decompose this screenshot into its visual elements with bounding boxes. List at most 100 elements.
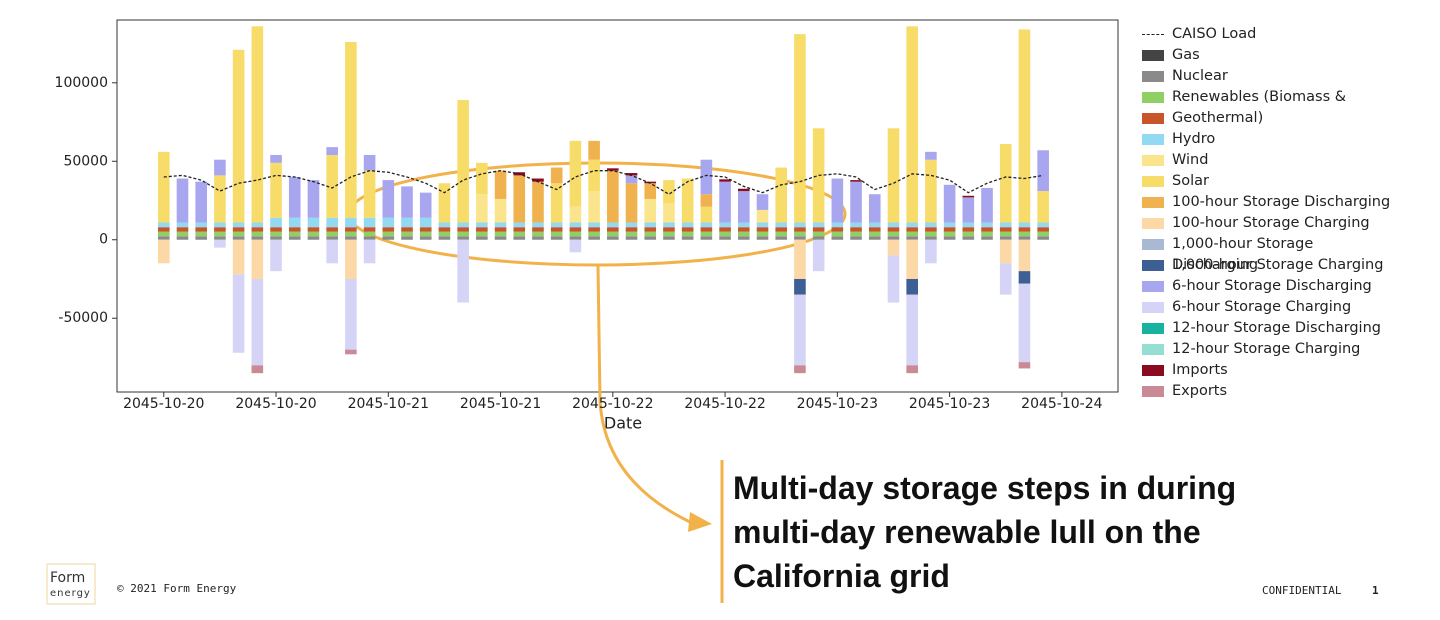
bar-segment [419,227,432,232]
x-tick-label: 2045-10-20 [235,396,316,412]
bar-segment [737,231,750,237]
bar-segment [532,231,544,237]
legend-swatch [1142,365,1164,376]
bar-segment [532,178,544,182]
bar-segment [363,154,376,171]
bar-segment [943,231,956,237]
bar-segment [625,236,638,240]
bar-segment [419,231,432,237]
bar-segment [906,236,918,240]
plot-frame [116,19,1119,393]
x-tick-label: 2045-10-22 [684,396,765,412]
bar-segment [588,159,600,192]
bar-segment [925,151,937,160]
legend-swatch [1142,239,1164,250]
bar-segment [607,222,619,228]
bar-segment [925,222,937,228]
bar-segment [363,231,376,237]
bar-segment [644,183,657,199]
bar-segment [700,159,713,195]
bar-segment [625,175,638,184]
bar-segment [906,365,918,374]
bar-segment [981,227,993,232]
bar-segment [457,239,469,303]
bar-segment [232,227,245,232]
bar-segment [925,159,937,223]
legend-swatch [1142,50,1164,61]
bar-segment [943,222,956,228]
bar-segment [157,227,170,232]
bar-segment [868,194,881,223]
legend-swatch [1142,176,1164,187]
bar-segment [700,222,713,228]
legend-swatch [1142,344,1164,355]
bar-segment [887,255,900,303]
bar-segment [550,227,563,232]
bar-segment [1018,362,1031,369]
bar-segment [775,222,788,228]
annotation: Multi-day storage steps in during multi-… [733,470,1237,594]
bar-segment [251,278,264,366]
y-tick-label: -50000 [58,310,108,326]
bar-segment [868,231,881,237]
x-tick-label: 2045-10-23 [909,396,990,412]
bar-segment [401,231,413,237]
bar-segment [457,100,469,223]
bar-segment [157,231,170,237]
bar-segment [494,236,507,240]
copyright: © 2021 Form Energy [117,582,237,595]
bar-segment [345,227,357,232]
bar-segment [756,231,769,237]
bar-segment [737,222,750,228]
bar-segment [214,159,226,176]
bar-segment [794,222,806,228]
bar-segment [457,231,469,237]
bar-segment [438,236,451,240]
bar-segment [737,236,750,240]
bar-segment [719,227,731,232]
bar-segment [794,236,806,240]
bar-segment [663,227,675,232]
bar-segment [812,239,825,272]
bar-segment [176,231,189,237]
bar-segment [644,231,657,237]
y-tick-label: 0 [99,232,108,248]
bar-segment [794,231,806,237]
bar-segment [943,227,956,232]
bar-segment [588,231,600,237]
bar-segment [251,365,264,374]
bar-segment [794,365,806,374]
bar-segment [700,206,713,223]
bar-segment [700,231,713,237]
y-tick-label: 100000 [55,75,108,91]
bar-segment [438,222,451,228]
bar-segment [401,186,413,218]
bar-segment [999,231,1012,237]
legend-label: 12-hour Storage Discharging [1172,320,1381,336]
bar-segment [326,231,338,237]
logo-box [46,563,96,605]
legend-label: 1,000-hour Storage Discharging [1172,236,1314,273]
page-number: 1 [1372,584,1379,597]
bar-segment [326,217,338,228]
bar-segment [943,184,956,223]
bar-segment [887,227,900,232]
bar-segment [307,180,320,218]
bar-segment [812,222,825,228]
legend-label: Gas [1172,47,1200,63]
bar-segment [1018,231,1031,237]
bar-segment [756,209,769,223]
bar-segment [513,227,526,232]
legend-label: CAISO Load [1172,26,1257,42]
bar-segment [419,236,432,240]
bar-segment [457,227,469,232]
bar-segment [345,217,357,228]
bar-segment [569,222,582,228]
bar-segment [681,231,694,237]
bar-segment [232,231,245,237]
legend-swatch [1142,92,1164,103]
bar-segment [831,227,844,232]
bar-segment [812,227,825,232]
bar-segment [1018,271,1031,284]
